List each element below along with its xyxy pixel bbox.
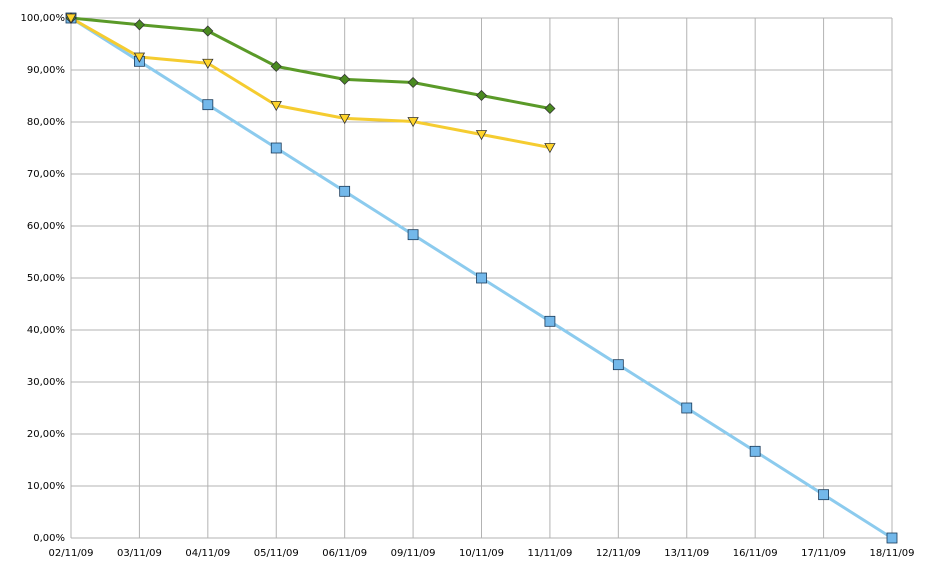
x-tick-label: 04/11/09: [185, 548, 230, 559]
x-tick-label: 12/11/09: [596, 548, 641, 559]
series-line: [70, 16, 551, 149]
x-tick-label: 03/11/09: [117, 548, 162, 559]
y-tick-label: 10,00%: [27, 481, 65, 492]
x-tick-label: 06/11/09: [322, 548, 367, 559]
x-tick-label: 10/11/09: [459, 548, 504, 559]
x-tick-label: 13/11/09: [664, 548, 709, 559]
marker: [338, 113, 351, 125]
y-tick-label: 40,00%: [27, 325, 65, 336]
series-line: [70, 16, 551, 110]
marker: [749, 445, 761, 457]
x-tick-label: 11/11/09: [527, 548, 572, 559]
y-tick-label: 60,00%: [27, 221, 65, 232]
marker: [818, 489, 829, 501]
marker: [133, 19, 145, 31]
x-tick-label: 16/11/09: [733, 548, 778, 559]
marker: [886, 532, 898, 544]
marker: [612, 359, 624, 371]
y-tick-label: 100,00%: [21, 13, 66, 24]
marker: [202, 99, 214, 111]
marker: [202, 58, 214, 70]
marker: [270, 142, 282, 154]
x-tick-label: 05/11/09: [254, 548, 299, 559]
y-tick-label: 90,00%: [27, 65, 65, 76]
y-tick-label: 20,00%: [27, 429, 65, 440]
marker: [133, 52, 146, 63]
y-tick-label: 50,00%: [27, 273, 65, 284]
marker: [681, 402, 693, 414]
marker: [270, 100, 282, 112]
marker: [544, 102, 556, 115]
marker: [475, 89, 488, 102]
x-tick-label: 17/11/09: [801, 548, 846, 559]
marker: [544, 315, 556, 327]
marker: [407, 117, 419, 128]
marker: [407, 76, 419, 89]
marker: [65, 13, 77, 24]
x-tick-label: 09/11/09: [391, 548, 436, 559]
y-tick-label: 30,00%: [27, 377, 65, 388]
marker: [475, 130, 488, 141]
marker: [339, 185, 351, 197]
y-tick-label: 70,00%: [27, 169, 65, 180]
marker: [202, 25, 214, 37]
x-tick-label: 02/11/09: [49, 548, 94, 559]
marker: [476, 272, 487, 284]
marker: [339, 73, 351, 85]
y-tick-label: 80,00%: [27, 117, 65, 128]
marker: [270, 60, 282, 72]
marker: [544, 143, 556, 154]
x-tick-label: 18/11/09: [870, 548, 915, 559]
marker: [407, 229, 419, 241]
y-tick-label: 0,00%: [33, 533, 65, 544]
